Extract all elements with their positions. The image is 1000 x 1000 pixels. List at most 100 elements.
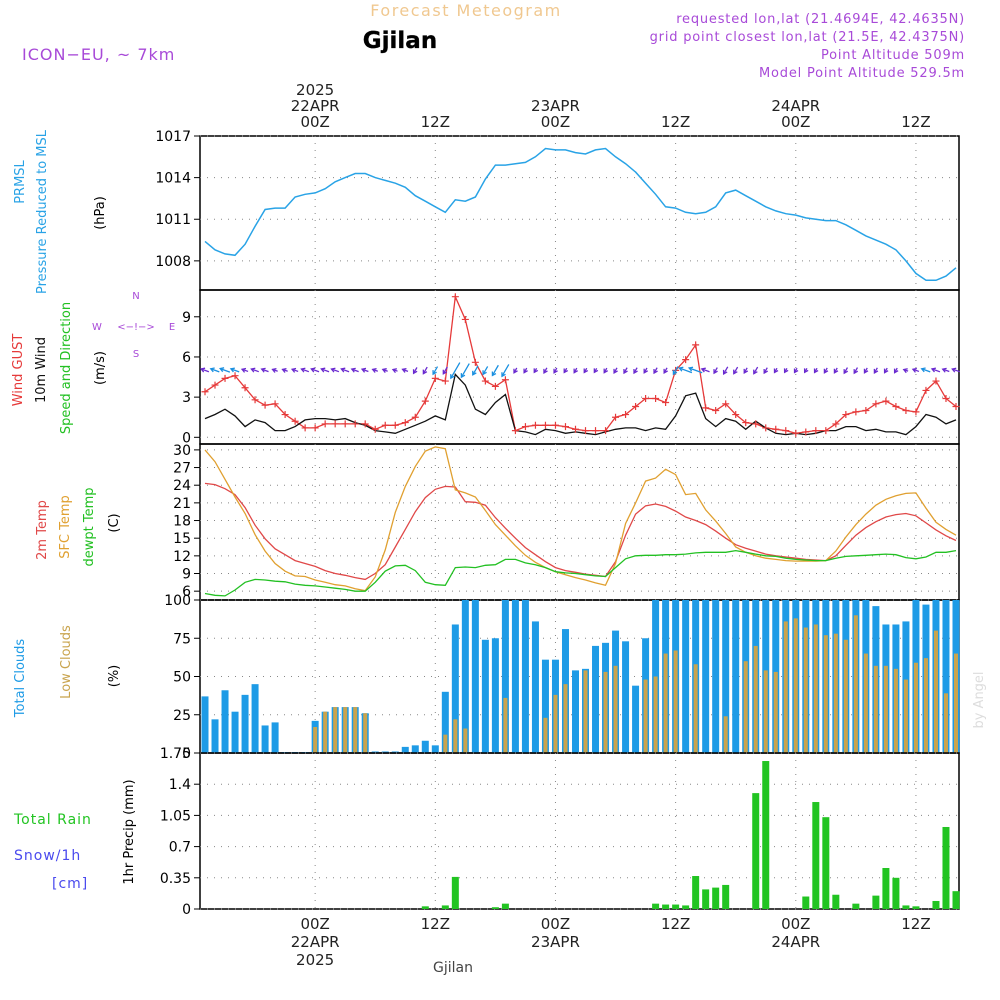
bottom-time-label: 24APR	[771, 933, 820, 951]
total-clouds-bar	[712, 600, 720, 753]
temperature-ytick-label: 18	[173, 514, 191, 530]
top-time-label: 23APR	[531, 97, 580, 115]
pressure-ytick-label: 1014	[155, 171, 191, 187]
clouds-ytick-label: 25	[173, 708, 191, 724]
gust-marker	[411, 413, 419, 421]
gust-marker	[892, 403, 900, 411]
wind-direction-arrowhead	[199, 367, 206, 373]
wind-label: 10m Wind	[34, 337, 49, 403]
rain-bar	[932, 900, 940, 909]
wind-direction-arrowhead	[553, 368, 558, 374]
temp-label: 2m Temp	[35, 500, 50, 560]
wind-direction-arrowhead	[653, 368, 658, 375]
wind-ytick-label: 3	[182, 390, 191, 406]
wind-direction-arrow	[219, 367, 231, 373]
model-point-altitude: Model Point Altitude 529.5m	[759, 66, 965, 81]
gust-marker	[842, 411, 850, 419]
rain-bar	[832, 894, 840, 909]
low-clouds-bar	[943, 693, 948, 753]
clouds-ytick-label: 50	[173, 670, 191, 686]
wind-direction-arrowhead	[350, 367, 356, 373]
rain-bar	[662, 904, 670, 909]
wind-direction-arrowhead	[240, 367, 247, 373]
gust-marker	[622, 411, 630, 419]
dewpt-line	[204, 549, 957, 597]
footer-location: Gjilan	[433, 960, 473, 976]
rain-bar	[752, 793, 760, 909]
total-clouds-bar	[451, 624, 459, 753]
rain-bar	[692, 876, 700, 909]
low-clouds-bar	[363, 713, 368, 753]
low-clouds-label: Low Clouds	[59, 625, 74, 699]
gust-marker	[592, 427, 600, 435]
total-clouds-bar	[531, 621, 539, 753]
total-clouds-bar	[201, 696, 209, 753]
wind-direction-arrowhead	[930, 367, 937, 373]
low-clouds-bar	[553, 694, 558, 753]
temperature-ytick-label: 21	[173, 496, 191, 512]
gust-marker	[401, 419, 409, 427]
wind-direction-arrowhead	[713, 369, 718, 375]
bottom-time-label: 22APR	[291, 933, 340, 951]
gust-marker	[251, 396, 259, 404]
wind-ytick-label: 6	[182, 350, 191, 366]
wind-direction-arrow	[753, 366, 759, 374]
gust-marker	[311, 424, 319, 432]
wind-direction-arrowhead	[563, 368, 569, 374]
gust-marker	[511, 427, 519, 435]
pressure-unit: (hPa)	[93, 196, 108, 230]
wind-direction-arrowhead	[722, 369, 728, 375]
total-clouds-bar	[942, 600, 950, 753]
wind-direction-arrowhead	[941, 367, 947, 373]
low-clouds-bar	[643, 679, 648, 753]
gust-marker	[772, 425, 780, 433]
gust-marker	[942, 394, 950, 402]
gust-marker	[481, 377, 489, 385]
dewpt-temp-label: dewpt Temp	[82, 487, 97, 566]
pressure-label-2: Pressure Reduced to MSL	[35, 129, 50, 294]
low-clouds-bar	[773, 671, 778, 753]
rain-bar	[762, 761, 770, 909]
gust-marker	[211, 381, 219, 389]
gust-marker	[361, 420, 369, 428]
pressure-label-1: PRMSL	[13, 159, 28, 203]
wind-direction-arrowhead	[450, 374, 455, 380]
gust-marker	[712, 407, 720, 415]
panel-pressure: 1008 1011 1014 1017	[155, 129, 960, 291]
rain-bar	[712, 887, 720, 909]
wind-direction-arrowhead	[482, 370, 487, 376]
gust-marker	[652, 394, 660, 402]
wind-direction-arrowhead	[360, 367, 367, 373]
low-clouds-bar	[723, 716, 728, 753]
low-clouds-bar	[313, 726, 318, 753]
wind-direction-arrowhead	[633, 368, 638, 375]
gust-marker	[792, 429, 800, 437]
gust-marker	[471, 358, 479, 366]
requested-coords: requested lon,lat (21.4694E, 42.4635N)	[676, 12, 965, 27]
wind-direction-arrow	[442, 366, 448, 375]
rain-bar	[702, 889, 710, 909]
rain-bar	[872, 895, 880, 909]
wind-direction-arrowhead	[573, 368, 579, 374]
total-clouds-bar	[221, 690, 229, 753]
low-clouds-bar	[543, 717, 548, 753]
gust-marker	[231, 372, 239, 380]
wind-direction-arrowhead	[678, 366, 684, 372]
total-clouds-bar	[511, 600, 519, 753]
wind-direction-arrow	[472, 365, 479, 376]
gust-marker	[281, 411, 289, 419]
wind-direction-arrowhead	[902, 368, 908, 374]
low-clouds-bar	[833, 633, 838, 753]
wind-direction-arrowhead	[663, 368, 668, 374]
gust-marker	[872, 400, 880, 408]
wind-direction-arrowhead	[823, 368, 829, 374]
gust-marker	[662, 398, 670, 406]
gust-marker	[441, 377, 449, 385]
rain-bar	[952, 891, 960, 909]
gust-marker	[571, 425, 579, 433]
gust-marker	[491, 382, 499, 390]
low-clouds-bar	[343, 707, 348, 753]
wind-direction-arrow	[701, 368, 710, 373]
rain-bar	[722, 884, 730, 909]
